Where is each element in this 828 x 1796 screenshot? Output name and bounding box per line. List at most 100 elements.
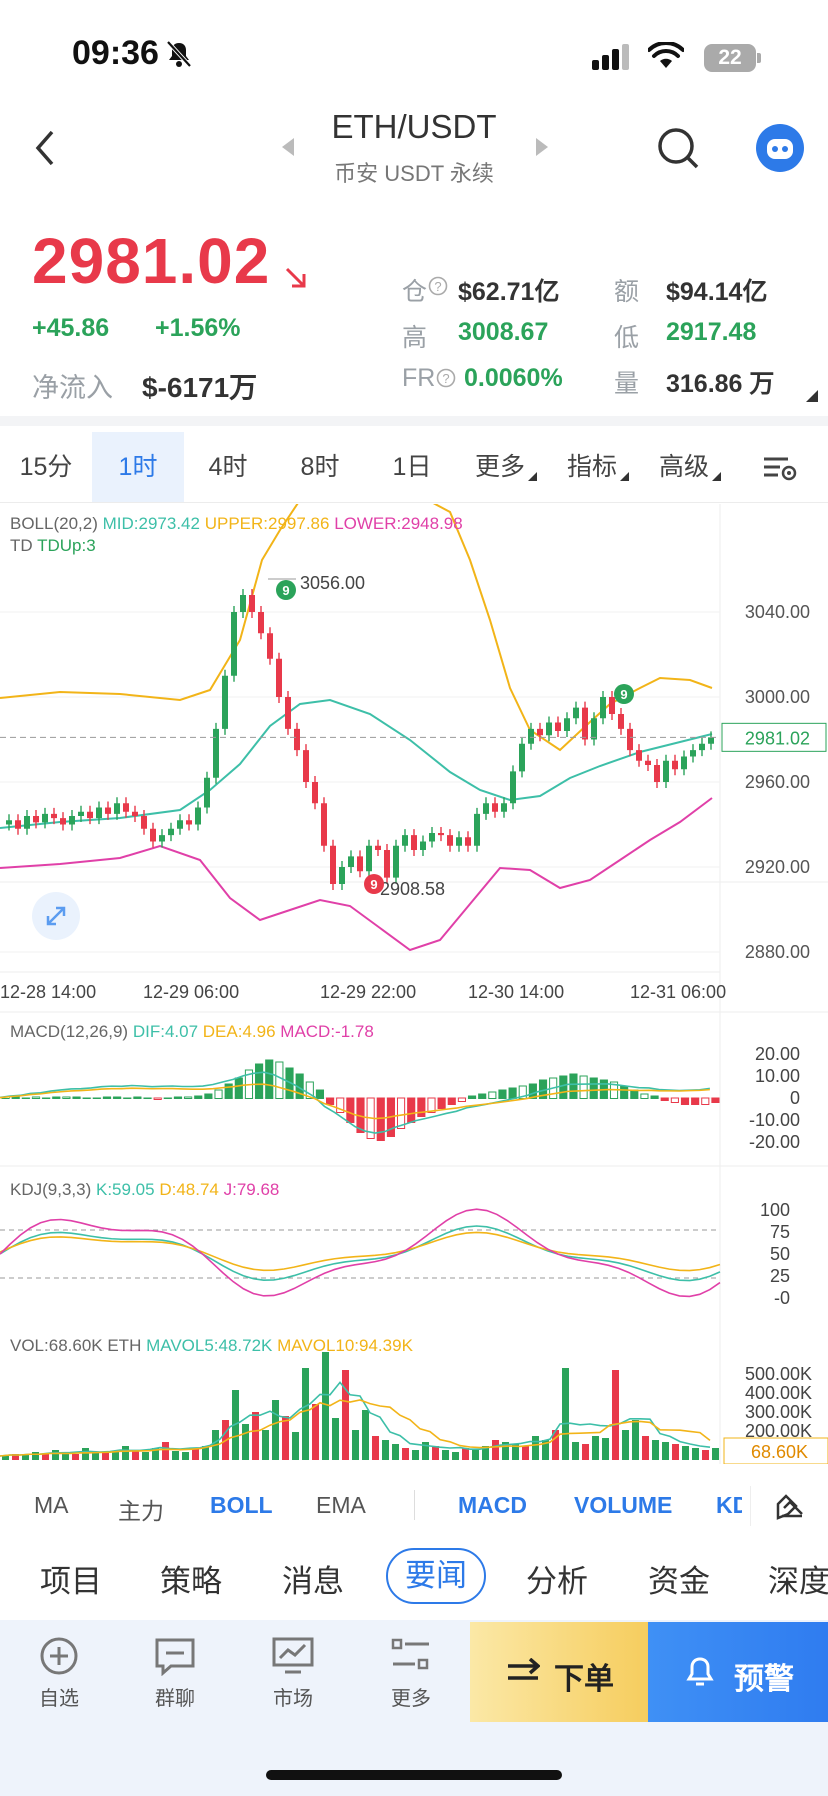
indicator-volume[interactable]: VOLUME [574, 1492, 673, 1518]
status-time: 09:36 [72, 34, 159, 72]
help-icon[interactable]: ? [436, 368, 456, 388]
candle-body [159, 835, 165, 842]
nav-market[interactable]: 市场 [254, 1632, 332, 1712]
pair-title[interactable]: ETH/USDT [331, 108, 497, 145]
indicator-macd[interactable]: MACD [458, 1492, 527, 1518]
tab-more[interactable]: 更多 [474, 453, 525, 481]
swap-icon [508, 1658, 540, 1680]
candle-body [492, 803, 498, 812]
next-pair-icon[interactable] [534, 136, 550, 158]
news-tab-messages[interactable]: 消息 [282, 1564, 344, 1599]
macd-histogram-bar [62, 1096, 71, 1099]
candle-body [645, 760, 651, 765]
kdj-legend: KDJ(9,3,3) K:59.05 D:48.74 J:79.68 [10, 1180, 279, 1200]
volume-bar [602, 1438, 609, 1460]
price-chart[interactable]: 3040.00 3000.00 2960.00 2920.00 2880.00 2981.… [0, 504, 828, 1464]
volume-bar [552, 1430, 559, 1460]
indicator-ma[interactable]: MA [34, 1492, 69, 1518]
battery-level: 22 [718, 46, 742, 69]
draw-tool-icon[interactable] [774, 1490, 806, 1522]
macd-histogram-bar [660, 1097, 669, 1101]
volume-bar [2, 1456, 9, 1460]
candle-body [141, 816, 147, 829]
candle-body [411, 835, 417, 850]
macd-histogram-bar [346, 1097, 355, 1123]
news-tab-headlines[interactable]: 要闻 [386, 1548, 486, 1604]
news-tabs: 项目 策略 消息 要闻 分析 资金 深度 [0, 1546, 828, 1610]
kdj-legend-d: D:48.74 [159, 1180, 219, 1199]
expand-icon [46, 906, 66, 926]
indicator-ema[interactable]: EMA [316, 1492, 366, 1518]
macd-histogram-bar [42, 1097, 51, 1099]
macd-dea-line [0, 1083, 710, 1120]
macd-legend-macd: MACD:-1.78 [280, 1022, 374, 1041]
tab-8h[interactable]: 8时 [300, 453, 340, 481]
indicator-boll[interactable]: BOLL [210, 1492, 273, 1518]
kdj-tick-label: 50 [770, 1244, 790, 1264]
vol-tag: 68.60K [751, 1442, 808, 1462]
macd-histogram-bar [467, 1095, 477, 1099]
tab-4h[interactable]: 4时 [208, 453, 248, 481]
indicator-kd[interactable]: KD [716, 1492, 742, 1518]
back-icon[interactable] [32, 128, 56, 168]
nav-more[interactable]: 更多 [372, 1632, 450, 1712]
macd-histogram-bar [72, 1096, 81, 1099]
vol-legend-mavol5: MAVOL5:48.72K [146, 1336, 273, 1355]
volume-bar [682, 1446, 689, 1460]
news-tab-strategy[interactable]: 策略 [160, 1564, 222, 1599]
news-tab-depth[interactable]: 深度 [768, 1564, 828, 1599]
robot-avatar-icon[interactable] [756, 124, 804, 172]
macd-histogram-bar [670, 1097, 679, 1103]
volume-bar [92, 1452, 99, 1460]
macd-histogram-bar [691, 1097, 700, 1105]
search-icon[interactable] [656, 126, 700, 170]
candle-body [438, 833, 444, 836]
tab-indicators[interactable]: 指标 [566, 453, 617, 481]
candle-body [69, 816, 75, 825]
macd-legend-dif: DIF:4.07 [132, 1022, 199, 1041]
home-indicator [266, 1770, 562, 1780]
wifi-icon [648, 42, 684, 68]
news-tab-analysis[interactable]: 分析 [526, 1564, 588, 1599]
expand-corner-icon[interactable] [806, 390, 818, 402]
indicator-main-force[interactable]: 主力 [118, 1498, 164, 1524]
tab-1h[interactable]: 1时 [92, 432, 184, 502]
nav-more-label: 更多 [391, 1688, 431, 1710]
volume-bar [152, 1448, 159, 1460]
volume-bar [282, 1416, 289, 1460]
news-tab-funds[interactable]: 资金 [648, 1564, 710, 1599]
candle-body [105, 807, 111, 814]
candle-body [114, 803, 120, 814]
volume-bar [642, 1436, 649, 1460]
nav-watchlist[interactable]: 自选 [20, 1632, 98, 1712]
tab-advanced[interactable]: 高级 [658, 453, 709, 481]
nav-group-chat[interactable]: 群聊 [136, 1632, 214, 1712]
macd-histogram-bar [133, 1096, 142, 1099]
tab-1d[interactable]: 1日 [392, 453, 432, 481]
candle-body [555, 722, 561, 731]
news-tab-project[interactable]: 项目 [40, 1564, 102, 1599]
bell-icon [686, 1657, 714, 1686]
tab-15m[interactable]: 15分 [19, 453, 73, 481]
prev-pair-icon[interactable] [280, 136, 296, 158]
y-tick-label: 2960.00 [745, 772, 810, 792]
macd-histogram-bar [376, 1097, 385, 1141]
volume-bar [302, 1368, 309, 1460]
macd-histogram-bar [630, 1089, 639, 1099]
order-button[interactable]: 下单 [470, 1622, 648, 1722]
stat-value-low: 2917.48 [666, 318, 757, 346]
volume-bar [712, 1448, 719, 1460]
chart-settings-icon[interactable] [762, 454, 798, 482]
volume-bar [82, 1448, 89, 1460]
alert-button[interactable]: 预警 [648, 1622, 828, 1722]
kdj-k-line [0, 1225, 721, 1282]
fullscreen-button[interactable] [32, 892, 80, 940]
help-icon[interactable]: ? [428, 276, 448, 296]
volume-bar [272, 1400, 279, 1460]
macd-histogram-bar [569, 1073, 578, 1099]
td-mark-label: 9 [370, 877, 377, 892]
candle-body [681, 756, 687, 770]
volume-bar [592, 1436, 599, 1460]
volume-bar [632, 1420, 639, 1460]
candle-body [564, 718, 570, 731]
